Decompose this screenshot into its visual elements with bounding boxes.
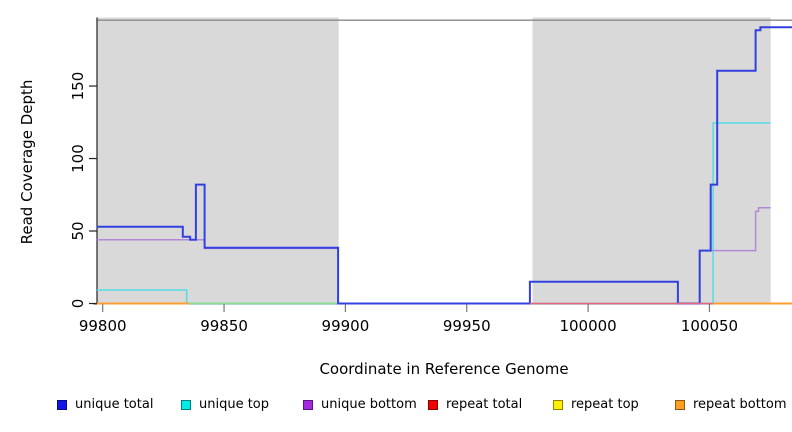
axis-ticks (89, 85, 711, 312)
legend-swatch-unique-total (57, 400, 67, 410)
x-tick-label: 99800 (79, 317, 127, 335)
legend-label: repeat total (446, 397, 523, 412)
legend-label: repeat top (571, 397, 639, 412)
legend-item-unique-top: unique top (181, 397, 269, 413)
series-lines (96, 26, 792, 305)
x-tick-label: 99900 (322, 317, 370, 335)
y-tick-label: 150 (69, 72, 87, 101)
panel-shaded-region (96, 17, 339, 304)
legend-item-unique-total: unique total (57, 397, 153, 413)
legend-swatch-repeat-bottom (675, 400, 685, 410)
x-tick-label: 100000 (559, 317, 616, 335)
legend-label: unique top (199, 397, 270, 412)
legend-swatch-unique-bottom (303, 400, 313, 410)
x-tick-label: 99850 (200, 317, 248, 335)
legend-label: unique bottom (321, 397, 417, 412)
legend-swatch-unique-top (181, 400, 191, 410)
legend-item-repeat-top: repeat top (553, 397, 639, 413)
legend-swatch-repeat-total (428, 400, 438, 410)
legend-label: unique total (75, 397, 154, 412)
legend-item-repeat-bottom: repeat bottom (675, 397, 787, 413)
x-tick-label: 100050 (681, 317, 738, 335)
legend-swatch-repeat-top (553, 400, 563, 410)
legend-item-unique-bottom: unique bottom (303, 397, 417, 413)
legend-label: repeat bottom (693, 397, 787, 412)
series-line-unique-total (96, 26, 792, 305)
y-axis-title: Read Coverage Depth (18, 79, 36, 245)
y-tick-label: 50 (69, 221, 87, 240)
panel-shaded-regions (96, 17, 771, 304)
legend-item-repeat-total: repeat total (428, 397, 522, 413)
y-tick-label: 0 (69, 299, 87, 309)
y-tick-label: 100 (69, 144, 87, 173)
axis-tick-labels: 99800 99850 99900 99950 100000 100050 0 50 100 15… (69, 72, 738, 335)
panel-shaded-region (532, 17, 771, 304)
x-tick-label: 99950 (443, 317, 491, 335)
x-axis-title: Coordinate in Reference Genome (319, 360, 569, 378)
